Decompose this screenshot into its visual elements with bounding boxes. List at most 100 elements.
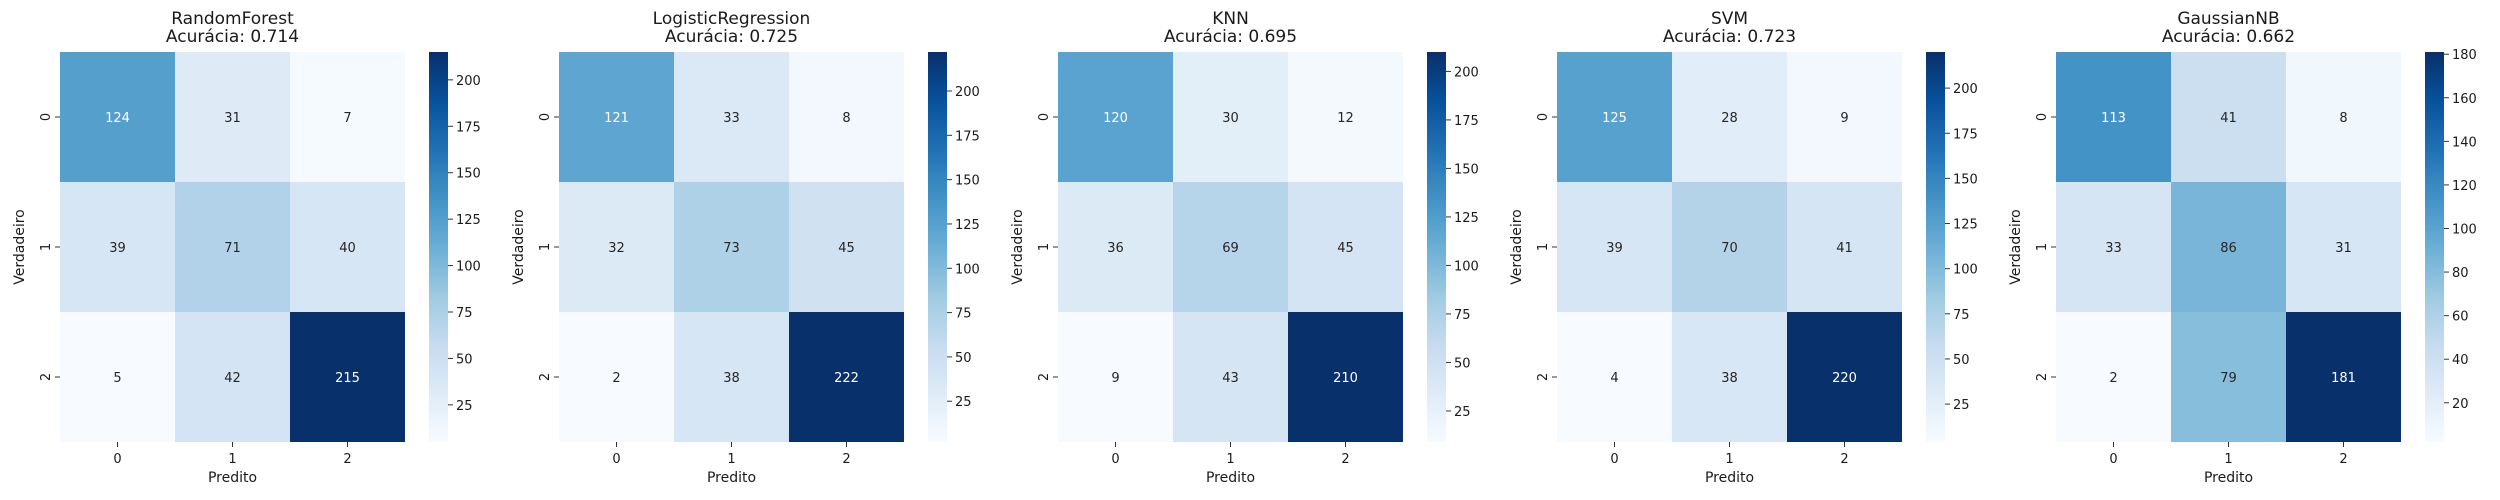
x-tick-label: 0 [2109,452,2117,467]
colorbar-tick-label: 200 [456,74,481,89]
cell-value-label: 120 [1103,111,1128,126]
y-tick-label: 0 [1536,113,1551,121]
cell-value-label: 8 [842,111,850,126]
x-tick-label: 1 [1226,452,1234,467]
colorbar-tick-label: 200 [955,85,980,100]
cell-value-label: 70 [1721,241,1738,256]
colorbar-tick-label: 50 [1953,353,1970,368]
colorbar [1427,52,1446,442]
colorbar-tick-label: 100 [456,260,481,275]
colorbar [928,52,947,442]
heatmap-cell [1288,52,1403,182]
colorbar-tick-label: 50 [955,351,972,366]
heatmap-cell [559,312,674,442]
heatmap-cell [1787,312,1902,442]
colorbar-tick-label: 150 [1953,172,1978,187]
heatmap-cell [2286,182,2401,312]
cell-value-label: 79 [2220,371,2237,386]
cell-value-label: 45 [1337,241,1354,256]
heatmap-cell [175,182,290,312]
y-tick-label: 2 [1536,373,1551,381]
cell-value-label: 2 [612,371,620,386]
heatmap-cell [559,182,674,312]
x-tick-label: 1 [1725,452,1733,467]
x-tick-label: 1 [727,452,735,467]
cell-value-label: 43 [1222,371,1239,386]
heatmap-cell [674,52,789,182]
chart-title: SVM [1711,9,1748,29]
cell-value-label: 30 [1222,111,1239,126]
colorbar-tick-label: 175 [1953,127,1978,142]
x-tick-label: 2 [842,452,850,467]
chart-title: LogisticRegression [653,9,811,29]
cell-value-label: 9 [1111,371,1119,386]
heatmap-cell [1288,312,1403,442]
y-axis-label: Verdadeiro [2008,209,2024,284]
x-tick-label: 2 [1840,452,1848,467]
cell-value-label: 2 [2109,371,2117,386]
cell-value-label: 12 [1337,111,1354,126]
y-tick-label: 2 [2035,373,2050,381]
colorbar-tick-label: 175 [456,120,481,135]
chart-subtitle-accuracy: Acurácia: 0.662 [2162,27,2295,47]
heatmap-cell [674,312,789,442]
heatmap-cell [1787,182,1902,312]
cell-value-label: 86 [2220,241,2237,256]
cell-value-label: 31 [224,111,241,126]
cell-value-label: 210 [1333,371,1358,386]
y-axis-label: Verdadeiro [511,209,527,284]
heatmap-cell [60,312,175,442]
colorbar [1926,52,1945,442]
colorbar-tick-label: 25 [955,395,972,410]
y-tick-label: 0 [2035,113,2050,121]
colorbar-tick-label: 25 [1953,398,1970,413]
x-tick-label: 1 [2224,452,2232,467]
colorbar-tick-label: 100 [955,262,980,277]
heatmap-cell [1672,312,1787,442]
colorbar-tick-label: 25 [1454,405,1471,420]
x-axis-label: Predito [208,470,257,486]
heatmap-cell [2171,312,2286,442]
cell-value-label: 41 [2220,111,2237,126]
x-tick-label: 2 [1341,452,1349,467]
y-tick-label: 0 [538,113,553,121]
y-tick-label: 1 [538,243,553,251]
heatmap-cell [2286,312,2401,442]
colorbar-tick-label: 75 [1454,308,1471,323]
heatmap-cell [175,312,290,442]
cell-value-label: 40 [339,241,356,256]
y-tick-label: 2 [538,373,553,381]
cell-value-label: 113 [2101,111,2126,126]
x-tick-label: 2 [2339,452,2347,467]
chart-title: GaussianNB [2177,9,2279,29]
heatmap-cell [2056,52,2171,182]
colorbar-tick-label: 100 [2452,222,2477,237]
colorbar-tick-label: 75 [456,306,473,321]
heatmap-cell [1557,312,1672,442]
cell-value-label: 125 [1602,111,1627,126]
colorbar-tick-label: 120 [2452,179,2477,194]
heatmap-cell [1173,52,1288,182]
colorbar-tick-label: 60 [2452,310,2469,325]
cell-value-label: 7 [343,111,351,126]
colorbar-tick-label: 200 [1454,65,1479,80]
heatmap-cell [1557,52,1672,182]
chart-subtitle-accuracy: Acurácia: 0.695 [1164,27,1297,47]
cell-value-label: 42 [224,371,241,386]
heatmap-cell [1557,182,1672,312]
colorbar-tick-label: 200 [1953,82,1978,97]
colorbar-tick-label: 150 [1454,162,1479,177]
x-axis-label: Predito [2204,470,2253,486]
x-tick-label: 0 [612,452,620,467]
x-tick-label: 1 [228,452,236,467]
cell-value-label: 41 [1836,241,1853,256]
cell-value-label: 28 [1721,111,1738,126]
y-axis-label: Verdadeiro [12,209,28,284]
cell-value-label: 181 [2331,371,2356,386]
heatmap-cell [2171,52,2286,182]
y-tick-label: 1 [1536,243,1551,251]
heatmap-cell [1058,52,1173,182]
